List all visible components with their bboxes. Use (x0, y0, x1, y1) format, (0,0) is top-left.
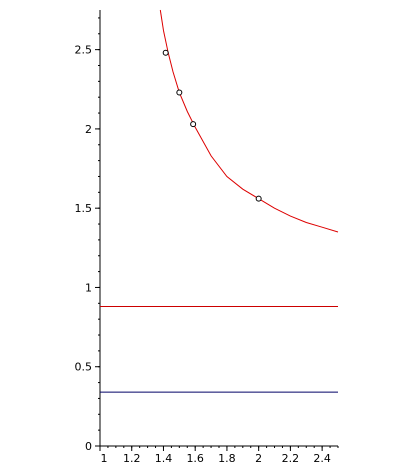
data-point (176, 89, 183, 96)
series-layer (100, 9, 339, 393)
axes (95, 10, 339, 451)
y-tick-label: 0 (85, 440, 92, 453)
x-tick-label: 1.8 (218, 452, 236, 465)
y-tick-label: 0.5 (75, 361, 93, 374)
y-tick-label: 2.5 (75, 44, 93, 57)
data-point (190, 121, 197, 128)
x-tick-label: 2.2 (282, 452, 300, 465)
data-point (162, 49, 169, 56)
x-tick-label: 2 (255, 452, 262, 465)
tick-labels: 0 0.5 1 1.5 2 2.5 1 1.2 1.4 1.6 1.8 2 2.2 2.4 (75, 44, 331, 465)
curve-series-0 (159, 9, 339, 233)
x-tick-label: 1 (101, 452, 108, 465)
x-tick-label: 2.4 (313, 452, 331, 465)
y-tick-label: 2 (85, 123, 92, 136)
data-point (255, 195, 262, 202)
x-tick-label: 1.4 (155, 452, 173, 465)
x-tick-label: 1.6 (186, 452, 204, 465)
points-layer (162, 49, 262, 202)
x-tick-label: 1.2 (123, 452, 141, 465)
y-tick-label: 1.5 (75, 202, 93, 215)
y-tick-label: 1 (85, 281, 92, 294)
